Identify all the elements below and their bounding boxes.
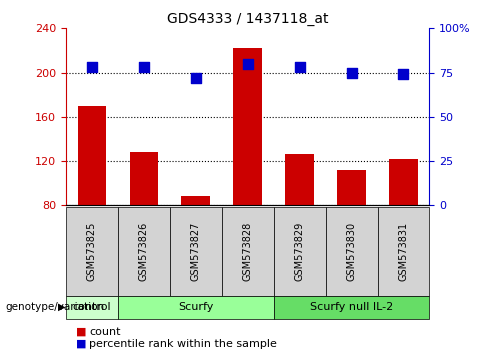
- Point: [244, 61, 252, 67]
- Text: Scurfy: Scurfy: [178, 302, 213, 312]
- Point: [88, 64, 96, 70]
- Bar: [389, 159, 418, 205]
- Text: control: control: [73, 302, 111, 312]
- Bar: [182, 196, 210, 205]
- Bar: [66, 296, 118, 319]
- Bar: [129, 152, 158, 205]
- Bar: [118, 296, 274, 319]
- Text: ■: ■: [76, 327, 86, 337]
- Bar: [274, 296, 429, 319]
- Bar: [378, 207, 429, 296]
- Bar: [118, 207, 170, 296]
- Point: [400, 72, 407, 77]
- Bar: [170, 207, 222, 296]
- Point: [347, 70, 355, 75]
- Point: [192, 75, 200, 81]
- Bar: [78, 106, 106, 205]
- Text: GSM573828: GSM573828: [243, 222, 253, 281]
- Bar: [66, 207, 118, 296]
- Text: GSM573830: GSM573830: [346, 222, 357, 281]
- Bar: [222, 207, 274, 296]
- Text: GSM573831: GSM573831: [399, 222, 408, 281]
- Bar: [337, 170, 366, 205]
- Text: ■: ■: [76, 339, 86, 349]
- Title: GDS4333 / 1437118_at: GDS4333 / 1437118_at: [167, 12, 328, 26]
- Bar: [274, 207, 325, 296]
- Text: GSM573825: GSM573825: [87, 222, 97, 281]
- Bar: [325, 207, 378, 296]
- Text: genotype/variation: genotype/variation: [5, 302, 104, 312]
- Point: [296, 64, 304, 70]
- Text: Scurfy null IL-2: Scurfy null IL-2: [310, 302, 393, 312]
- Text: count: count: [89, 327, 121, 337]
- Text: GSM573827: GSM573827: [191, 222, 201, 281]
- Bar: [233, 48, 262, 205]
- Text: ▶: ▶: [58, 302, 65, 312]
- Text: percentile rank within the sample: percentile rank within the sample: [89, 339, 277, 349]
- Bar: [285, 154, 314, 205]
- Text: GSM573829: GSM573829: [295, 222, 305, 281]
- Point: [140, 64, 148, 70]
- Text: GSM573826: GSM573826: [139, 222, 149, 281]
